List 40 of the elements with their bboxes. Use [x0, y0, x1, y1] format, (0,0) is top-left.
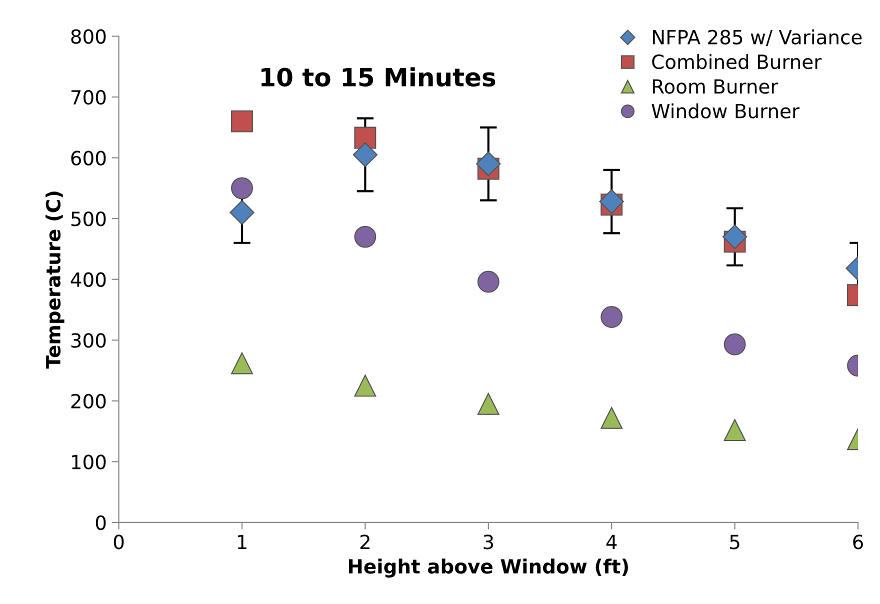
y-tick-label: 600	[71, 150, 106, 166]
x-tick-label: 3	[484, 534, 494, 550]
point	[722, 224, 748, 250]
point	[724, 333, 746, 356]
legend-label: NFPA 285 w/ Variance	[652, 29, 862, 46]
point	[231, 352, 253, 374]
point	[231, 177, 253, 200]
x-tick-label: 6	[853, 534, 863, 550]
point	[354, 374, 376, 397]
point	[724, 419, 746, 442]
point	[600, 406, 623, 429]
y-tick-label: 200	[71, 394, 106, 409]
legend-label: Window Burner	[652, 103, 800, 118]
x-tick-label: 2	[360, 534, 370, 550]
y-tick-label: 800	[71, 29, 106, 44]
y-tick-label: 700	[71, 90, 106, 105]
point	[352, 142, 378, 168]
x-tick-label: 1	[238, 534, 246, 550]
point	[477, 392, 500, 415]
point	[354, 226, 376, 248]
y-tick-label: 300	[71, 333, 106, 348]
y-tick-label: 100	[72, 454, 106, 470]
y-tick-label: 400	[70, 272, 106, 288]
text: 10 to 15 Minutes	[262, 67, 496, 87]
x-tick-label: 4	[606, 534, 617, 550]
y-tick-label: 0	[96, 515, 106, 530]
point	[354, 126, 376, 149]
point	[599, 189, 624, 214]
x-tick-label: 0	[114, 534, 124, 550]
y-axis-title: Temperature (C)	[46, 192, 64, 369]
point	[476, 152, 501, 176]
x-tick-label: 5	[730, 534, 740, 550]
legend-label: Room Burner	[652, 79, 778, 94]
legend-label: Combined Burner	[652, 54, 822, 70]
x-axis-title: Height above Window (ft)	[348, 558, 628, 578]
point	[600, 306, 623, 328]
y-tick-label: 500	[71, 212, 106, 226]
point	[231, 110, 253, 132]
point	[477, 270, 500, 293]
point	[230, 200, 254, 225]
